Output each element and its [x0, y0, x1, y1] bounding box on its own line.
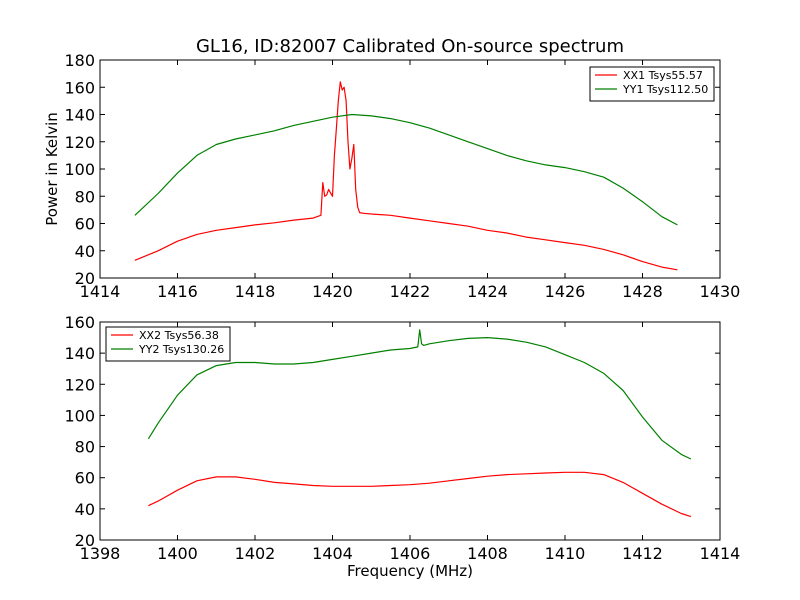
bottom-y-tick-label: 60 — [75, 469, 95, 488]
top-x-tick-label: 1418 — [235, 282, 276, 301]
bottom-series-xx-line — [148, 471, 692, 518]
bottom-x-tick-label: 1402 — [235, 544, 276, 563]
top-x-tick-label: 1424 — [467, 282, 508, 301]
top-legend-label: YY1 Tsys112.50 — [622, 83, 708, 96]
bottom-y-tick-label: 80 — [75, 438, 95, 457]
bottom-x-tick-label: 1414 — [700, 544, 741, 563]
bottom-y-tick-label: 40 — [75, 500, 95, 519]
bottom-y-tick-label: 160 — [64, 313, 95, 332]
bottom-x-tick-label: 1408 — [467, 544, 508, 563]
top-y-tick-label: 80 — [75, 187, 95, 206]
top-x-tick-label: 1420 — [312, 282, 353, 301]
bottom-series — [147, 329, 692, 518]
top-x-tick-label: 1416 — [157, 282, 198, 301]
top-series — [134, 81, 678, 271]
bottom-ticks: 1398 1400 1402 1404 1406 1408 1410 1412 1414 20 40… — [64, 313, 740, 563]
top-y-axis-label: Power in Kelvin — [43, 112, 61, 226]
top-x-tick-label: 1426 — [545, 282, 586, 301]
top-y-tick-label: 140 — [64, 106, 95, 125]
top-y-tick-label: 40 — [75, 242, 95, 261]
top-panel: 1414 1416 1418 1420 1422 1424 1426 1428 1430 20 40… — [64, 51, 740, 301]
bottom-x-tick-label: 1400 — [157, 544, 198, 563]
bottom-x-tick-label: 1406 — [390, 544, 431, 563]
x-axis-label: Frequency (MHz) — [347, 562, 473, 580]
bottom-y-tick-label: 140 — [64, 344, 95, 363]
top-legend-label: XX1 Tsys55.57 — [623, 69, 703, 82]
figure-title: GL16, ID:82007 Calibrated On-source spec… — [196, 36, 624, 57]
top-x-tick-label: 1422 — [390, 282, 431, 301]
bottom-legend-label: YY2 Tsys130.26 — [138, 343, 224, 356]
bottom-y-tick-label: 120 — [64, 375, 95, 394]
top-series-yy-line — [134, 113, 678, 226]
bottom-x-tick-label: 1404 — [312, 544, 353, 563]
top-ticks: 1414 1416 1418 1420 1422 1424 1426 1428 1430 20 40… — [64, 51, 740, 301]
bottom-legend-label: XX2 Tsys56.38 — [139, 329, 219, 342]
bottom-y-tick-label: 100 — [64, 406, 95, 425]
top-series-xx-line — [134, 81, 678, 271]
top-x-tick-label: 1430 — [700, 282, 741, 301]
top-y-tick-label: 180 — [64, 51, 95, 70]
bottom-legend-box — [105, 326, 231, 362]
bottom-x-tick-label: 1412 — [622, 544, 663, 563]
bottom-y-tick-label: 20 — [75, 531, 95, 550]
bottom-series-yy-line — [147, 329, 692, 460]
top-y-tick-label: 100 — [64, 160, 95, 179]
top-y-tick-label: 60 — [75, 215, 95, 234]
top-y-tick-label: 120 — [64, 133, 95, 152]
top-y-tick-label: 20 — [75, 269, 95, 288]
top-x-tick-label: 1428 — [622, 282, 663, 301]
bottom-panel: 1398 1400 1402 1404 1406 1408 1410 1412 1414 20 40… — [64, 313, 740, 563]
top-legend-box — [589, 66, 715, 102]
top-x-tick-label: 1414 — [80, 282, 121, 301]
top-y-tick-label: 160 — [64, 78, 95, 97]
bottom-x-tick-label: 1398 — [80, 544, 121, 563]
bottom-x-tick-label: 1410 — [545, 544, 586, 563]
